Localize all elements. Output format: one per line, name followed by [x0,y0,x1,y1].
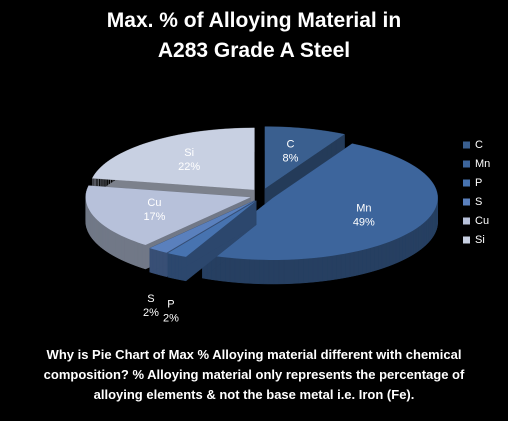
legend-label: Cu [475,215,489,227]
data-label-name: P [167,299,174,311]
slice-side [167,200,257,282]
legend-swatch [463,198,470,206]
legend-label: P [475,177,482,189]
data-label: 49% [353,216,375,228]
data-label-name: Si [184,147,194,159]
slice [149,200,255,253]
caption: Why is Pie Chart of Max % Alloying mater… [43,347,465,402]
slice [92,127,255,190]
slice [202,143,438,260]
slice [264,126,345,189]
data-label: 2% [163,313,179,325]
data-label: 8% [282,152,298,164]
legend-swatch [463,179,470,187]
legend-swatch [463,160,470,168]
legend-swatch [463,217,470,225]
legend-label: C [475,139,483,151]
legend-label: S [475,196,482,208]
data-label-name: Cu [147,197,161,209]
data-label-name: S [147,293,154,305]
data-label: 2% [143,307,159,319]
legend-swatch [463,236,470,244]
data-label-name: Mn [356,202,371,214]
data-label: 17% [143,211,165,223]
data-label: 22% [178,161,200,173]
data-label-name: C [286,138,294,150]
legend-swatch [463,141,470,149]
legend-label: Mn [475,158,490,170]
slice [85,185,251,246]
legend-label: Si [475,234,485,246]
chart-title: Max. % of Alloying Material in A283 Grad… [106,9,402,62]
slice [167,200,257,257]
